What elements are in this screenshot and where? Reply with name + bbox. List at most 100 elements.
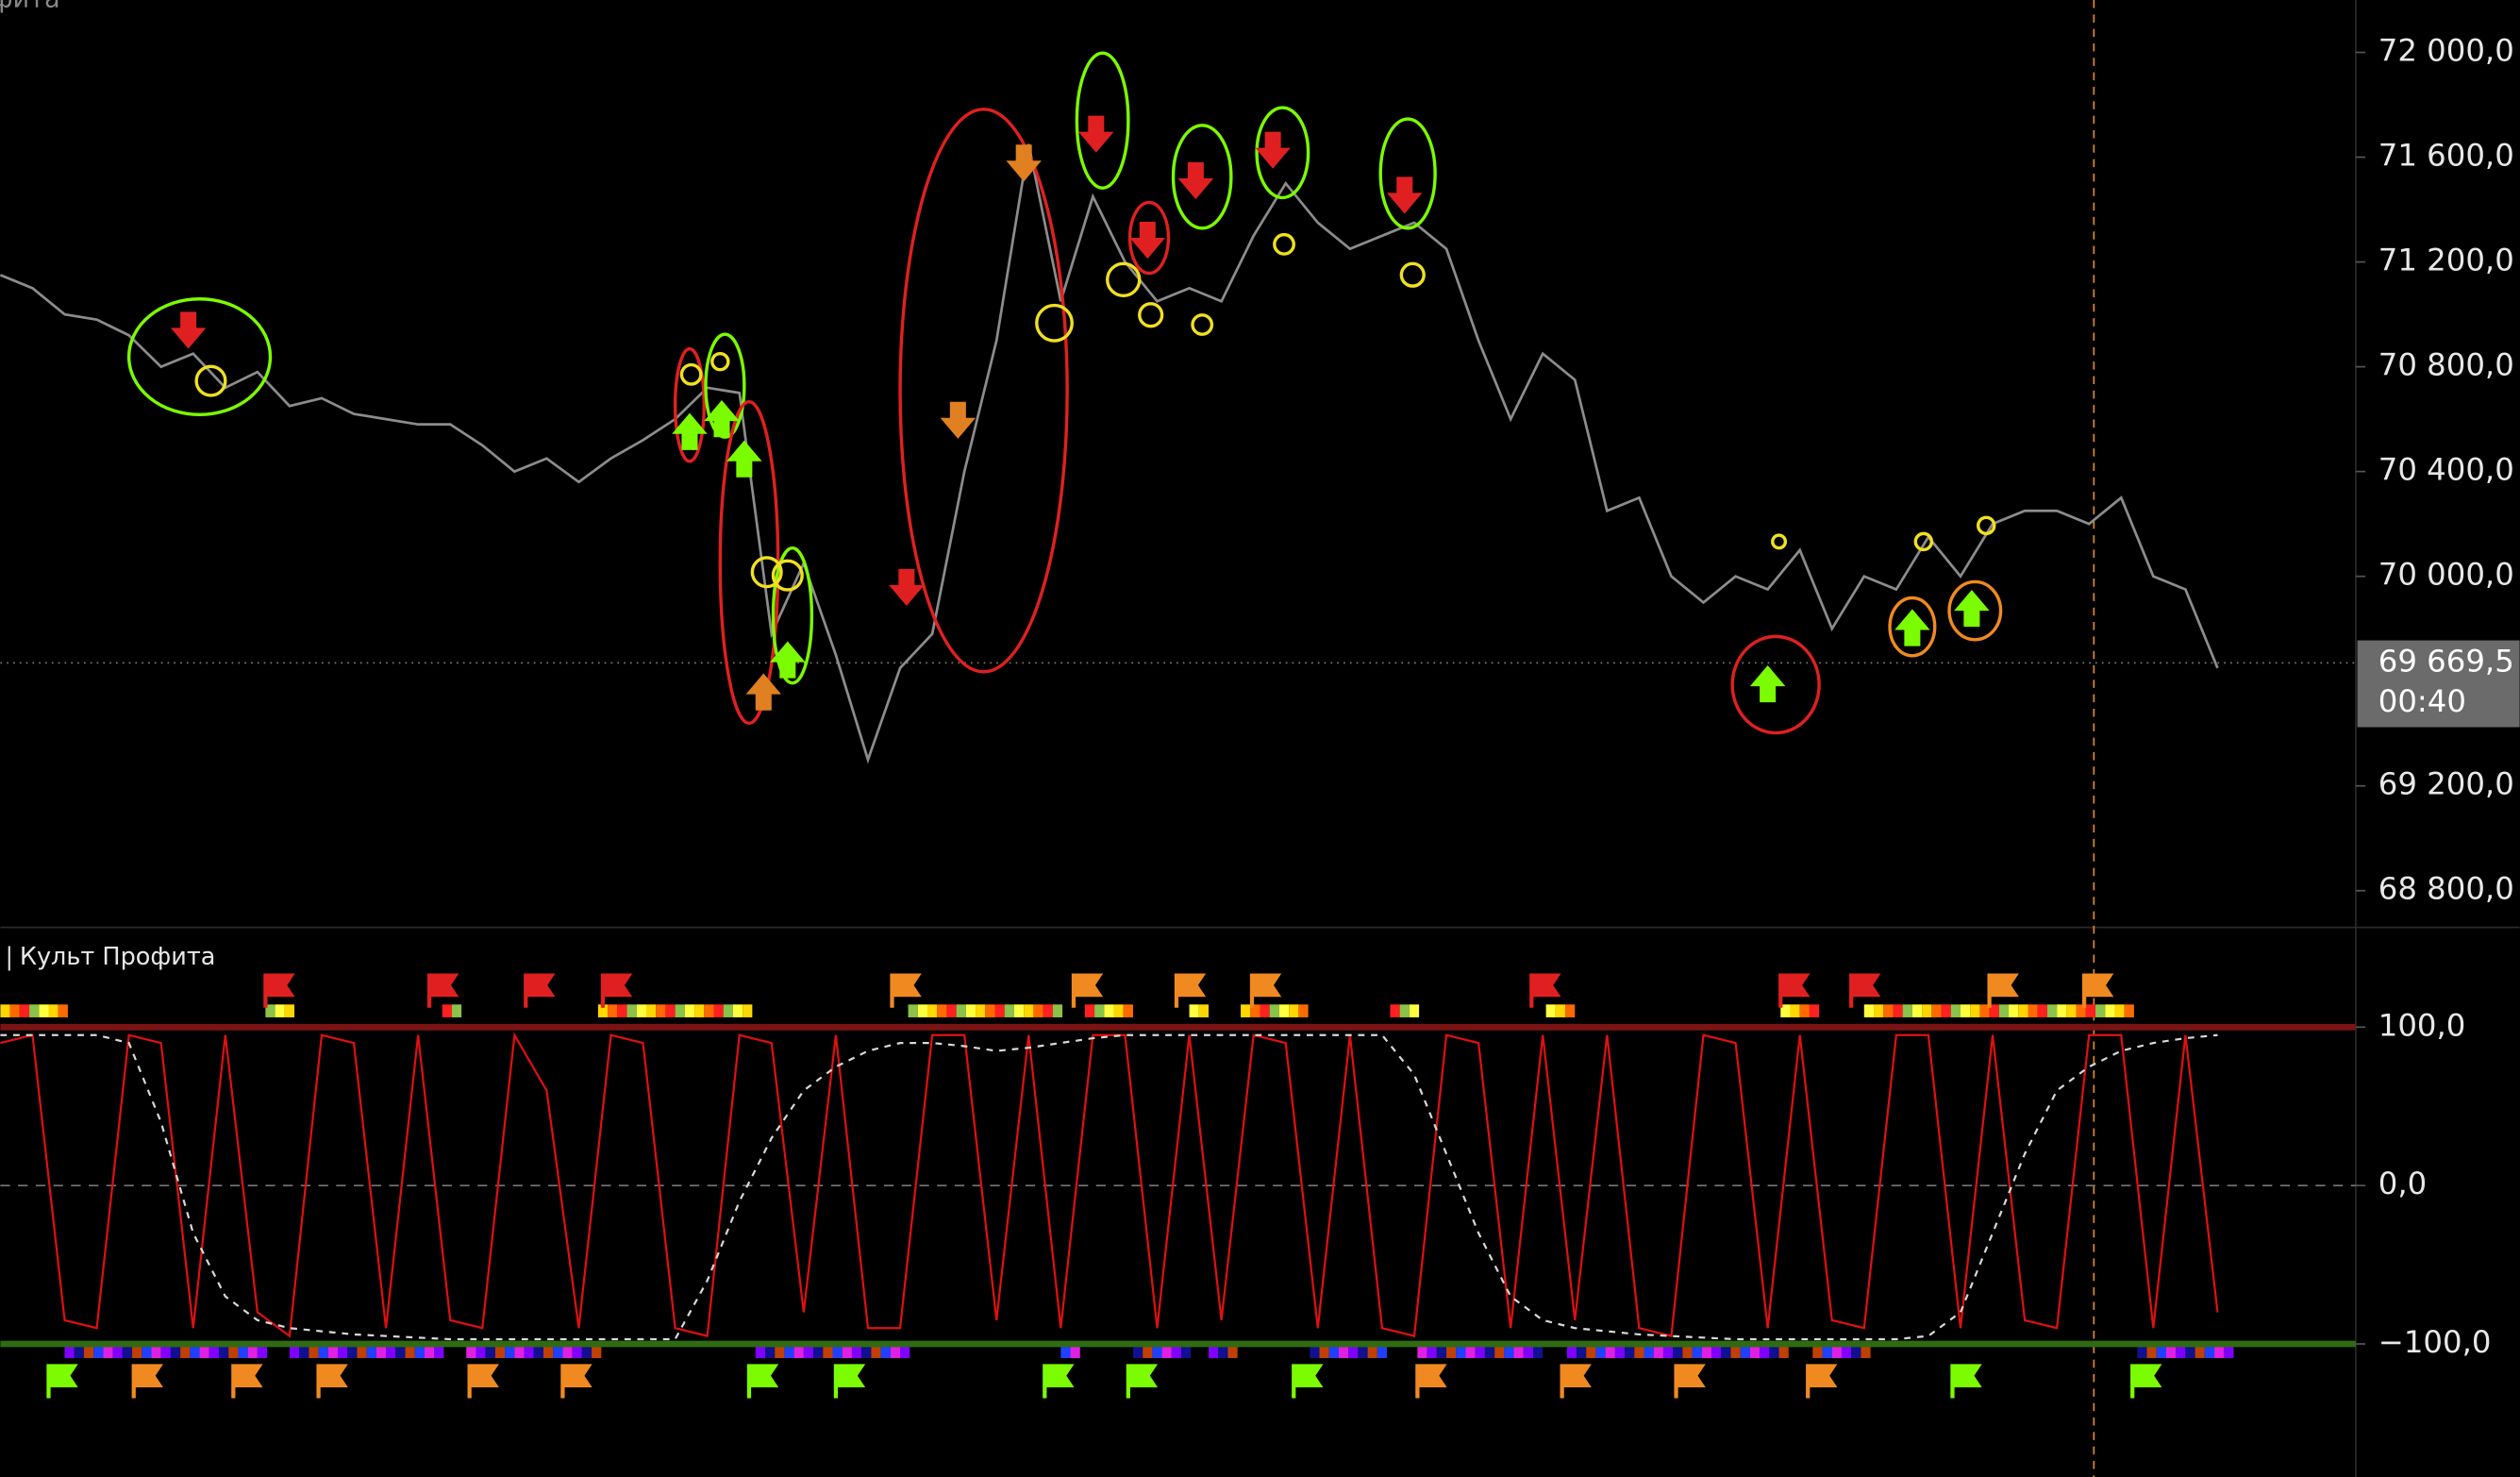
- signal-strip: [218, 1345, 229, 1358]
- y-tick-label: 70 400,0: [2378, 452, 2514, 488]
- signal-strip: [1941, 1004, 1951, 1017]
- marker-circle: [1191, 313, 1214, 336]
- signal-strip: [1456, 1345, 1466, 1358]
- marker-circle: [1913, 531, 1934, 552]
- signal-arrow: [1954, 589, 1990, 628]
- flag: [2081, 973, 2114, 1008]
- signal-strip: [1446, 1345, 1457, 1358]
- signal-strip: [1950, 1004, 1961, 1017]
- signal-strip: [160, 1345, 171, 1358]
- marker-circle: [1273, 232, 1295, 256]
- signal-strip: [112, 1345, 123, 1358]
- y-tick-label: 72 000,0: [2378, 33, 2514, 69]
- signal-strip: [395, 1345, 406, 1358]
- signal-strip: [908, 1004, 918, 1017]
- signal-strip: [926, 1004, 938, 1017]
- signal-strip: [608, 1004, 618, 1017]
- signal-strip: [83, 1345, 94, 1358]
- signal-strip: [1595, 1345, 1606, 1358]
- signal-strip: [1780, 1004, 1791, 1017]
- signal-strip: [1644, 1345, 1654, 1358]
- signal-strip: [1289, 1004, 1299, 1017]
- series-line: [0, 1032, 2219, 1338]
- signal-strip: [956, 1004, 966, 1017]
- y-tick-label: 100,0: [2378, 1007, 2466, 1043]
- signal-strip: [1614, 1345, 1626, 1358]
- signal-strip: [1863, 1004, 1875, 1017]
- signal-strip: [347, 1345, 358, 1358]
- signal-strip: [1013, 1004, 1025, 1017]
- marker-circle: [679, 362, 703, 386]
- signal-strip: [0, 1004, 10, 1017]
- signal-strip: [1250, 1004, 1260, 1017]
- signal-strip: [1417, 1345, 1427, 1358]
- signal-strip: [1123, 1004, 1133, 1017]
- signal-strip: [871, 1345, 881, 1358]
- signal-strip: [9, 1004, 20, 1017]
- flag: [1043, 1364, 1075, 1399]
- signal-arrow: [940, 401, 976, 439]
- signal-strip: [562, 1345, 573, 1358]
- annotation: [126, 297, 273, 417]
- signal-strip: [656, 1004, 666, 1017]
- signal-strip: [1070, 1345, 1080, 1358]
- signal-strip: [823, 1345, 833, 1358]
- signal-strip: [1653, 1345, 1663, 1358]
- signal-strip: [2146, 1345, 2157, 1358]
- signal-strip: [2046, 1004, 2058, 1017]
- signal-strip: [1692, 1345, 1702, 1358]
- signal-strip: [1436, 1345, 1447, 1358]
- signal-strip: [2037, 1004, 2047, 1017]
- signal-strip: [1260, 1004, 1270, 1017]
- signal-strip: [1960, 1004, 1971, 1017]
- signal-strip: [1730, 1345, 1741, 1358]
- signal-arrow: [889, 568, 925, 607]
- signal-strip: [524, 1345, 534, 1358]
- signal-strip: [2176, 1345, 2186, 1358]
- signal-strip: [1390, 1004, 1400, 1017]
- signal-strip: [851, 1345, 862, 1358]
- signal-strip: [170, 1345, 181, 1358]
- signal-arrow: [1006, 144, 1042, 182]
- marker-circle: [1399, 261, 1426, 288]
- signal-strip: [542, 1345, 554, 1358]
- signal-strip: [937, 1004, 947, 1017]
- signal-strip: [743, 1004, 753, 1017]
- signal-strip: [1143, 1345, 1153, 1358]
- annotation: [1075, 51, 1130, 190]
- signal-strip: [1523, 1345, 1533, 1358]
- signal-strip: [1740, 1345, 1750, 1358]
- flag: [1950, 1364, 1982, 1399]
- signal-strip: [309, 1345, 319, 1358]
- signal-strip: [209, 1345, 219, 1358]
- signal-strip: [1060, 1345, 1071, 1358]
- signal-strip: [1555, 1004, 1566, 1017]
- flag: [426, 973, 459, 1008]
- indicator-title: Культ Профита: [20, 943, 216, 971]
- signal-strip: [784, 1345, 794, 1358]
- signal-strip: [1605, 1345, 1615, 1358]
- flag: [1126, 1364, 1159, 1399]
- signal-strip: [2156, 1345, 2166, 1358]
- signal-strip: [813, 1345, 824, 1358]
- signal-strip: [1338, 1345, 1349, 1358]
- signal-strip: [2214, 1345, 2225, 1358]
- signal-arrow: [170, 311, 207, 349]
- signal-arrow: [1255, 131, 1291, 169]
- marker-circle: [1106, 261, 1142, 298]
- signal-strip: [74, 1345, 84, 1358]
- signal-strip: [1625, 1345, 1635, 1358]
- separator: |: [6, 943, 14, 971]
- signal-strip: [675, 1004, 685, 1017]
- signal-strip: [713, 1004, 724, 1017]
- flag: [600, 973, 633, 1008]
- signal-strip: [2085, 1004, 2096, 1017]
- signal-strip: [1576, 1345, 1587, 1358]
- signal-strip: [1861, 1345, 1871, 1358]
- signal-strip: [1922, 1004, 1932, 1017]
- signal-strip: [414, 1345, 425, 1358]
- signal-strip: [103, 1345, 113, 1358]
- last-price-box: [2357, 640, 2520, 728]
- signal-strip: [405, 1345, 415, 1358]
